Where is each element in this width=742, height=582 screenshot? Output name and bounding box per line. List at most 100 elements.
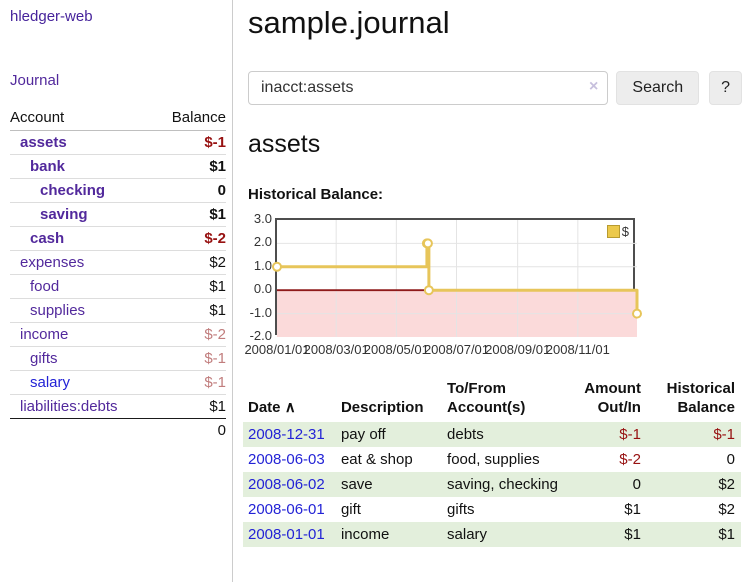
account-balance: $-1 <box>204 374 226 391</box>
account-link[interactable]: bank <box>30 158 66 175</box>
transaction-date-link[interactable]: 2008-06-02 <box>248 476 325 493</box>
account-row: gifts $-1 <box>10 346 226 371</box>
account-link[interactable]: checking <box>40 182 106 199</box>
sidebar: hledger-web Journal Account Balance asse… <box>0 0 233 582</box>
register-header-row: Date ∧ Description To/From Account(s) Am… <box>243 377 741 422</box>
chart-y-tick-label: 1.0 <box>253 257 272 273</box>
register-table: Date ∧ Description To/From Account(s) Am… <box>243 377 741 547</box>
transaction-date-link[interactable]: 2008-06-03 <box>248 451 325 468</box>
transaction-accounts: debts <box>447 426 484 443</box>
chart-y-tick-label: -2.0 <box>249 328 272 343</box>
account-row: liabilities:debts $1 <box>10 395 226 419</box>
transaction-description: eat & shop <box>340 451 413 468</box>
transaction-description: gift <box>340 501 361 518</box>
account-row: income $-2 <box>10 322 226 347</box>
data-point-marker <box>632 308 642 319</box>
account-heading: assets <box>248 130 321 158</box>
search-input[interactable] <box>248 71 609 105</box>
chart-x-tick-label: 2008/03/01 <box>303 342 369 357</box>
account-balance: $-2 <box>204 230 226 247</box>
page-title: sample.journal <box>248 5 450 40</box>
chart-x-tick-label: 2008/09/01 <box>485 342 551 357</box>
transaction-accounts: saving, checking <box>447 476 558 493</box>
account-balance: $1 <box>209 302 226 319</box>
transaction-description: pay off <box>340 426 386 443</box>
accounts-table: Account Balance assets $-1 bank $1 check… <box>10 106 226 442</box>
register-header-amount: Amount Out/In <box>584 380 641 416</box>
data-point-marker <box>422 238 433 249</box>
account-link[interactable]: assets <box>20 134 67 151</box>
account-balance: $1 <box>209 206 226 223</box>
accounts-total-row: 0 <box>10 418 226 442</box>
account-row: expenses $2 <box>10 250 226 275</box>
legend-label: $ <box>621 224 629 239</box>
account-link[interactable]: liabilities:debts <box>20 398 118 415</box>
account-row: food $1 <box>10 274 226 299</box>
transaction-balance: $2 <box>718 476 735 493</box>
search-help-button[interactable]: ? <box>709 71 742 105</box>
transaction-amount: 0 <box>632 476 641 493</box>
chart-canvas <box>272 220 642 337</box>
account-link[interactable]: expenses <box>20 254 85 271</box>
app-brand-link[interactable]: hledger-web <box>10 8 93 25</box>
account-balance: $2 <box>209 254 226 271</box>
chart-y-tick-label: 0.0 <box>253 281 272 297</box>
chart-x-tick-label: 2008/05/01 <box>363 342 429 357</box>
account-row: saving $1 <box>10 202 226 227</box>
chart-legend: $ <box>606 224 629 239</box>
account-link[interactable]: gifts <box>30 350 58 367</box>
account-balance: 0 <box>217 182 226 199</box>
chart-x-tick-label: 2008/01/01 <box>244 342 310 357</box>
balance-chart: $ 3.0 2.0 1.0 0.0 -1.0 -2.0 2008/01/01 2008/03/… <box>244 211 742 358</box>
transaction-balance: $-1 <box>713 426 735 443</box>
account-link[interactable]: income <box>20 326 69 343</box>
account-balance: $-1 <box>204 350 226 367</box>
register-header-balance: Historical Balance <box>666 380 735 416</box>
account-link[interactable]: salary <box>30 374 71 391</box>
accounts-header-balance: Balance <box>153 106 226 131</box>
data-point-marker <box>272 261 282 272</box>
account-link[interactable]: cash <box>30 230 65 247</box>
transaction-amount: $-2 <box>619 451 641 468</box>
register-header-date[interactable]: Date ∧ <box>248 399 296 416</box>
chart-y-tick-label: 2.0 <box>253 234 272 250</box>
legend-swatch-icon <box>606 225 620 238</box>
transaction-amount: $1 <box>624 501 641 518</box>
accounts-total-spacer <box>10 418 154 442</box>
chart-y-tick-label: -1.0 <box>249 304 272 320</box>
search-form: × Search ? <box>248 71 742 105</box>
clear-search-icon[interactable]: × <box>589 78 599 95</box>
transaction-row: 2008-01-01 income salary $1 $1 <box>243 522 741 547</box>
accounts-total-value: 0 <box>153 418 226 442</box>
chart-plot-area: $ <box>272 218 642 337</box>
account-balance: $-1 <box>204 134 226 151</box>
account-balance: $1 <box>209 398 226 415</box>
register-header-description: Description <box>340 399 424 416</box>
register-header-accounts: To/From Account(s) <box>447 380 526 416</box>
chart-y-tick-label: 3.0 <box>253 211 272 226</box>
sidebar-item-journal[interactable]: Journal <box>10 72 60 89</box>
account-balance: $-2 <box>204 326 226 343</box>
search-button[interactable]: Search <box>616 71 700 105</box>
transaction-date-link[interactable]: 2008-06-01 <box>248 501 325 518</box>
transaction-amount: $1 <box>624 526 641 543</box>
account-link[interactable]: supplies <box>30 302 86 319</box>
transaction-row: 2008-12-31 pay off debts $-1 $-1 <box>243 422 741 447</box>
transaction-balance: 0 <box>726 451 735 468</box>
transaction-date-link[interactable]: 2008-01-01 <box>248 526 325 543</box>
account-link[interactable]: saving <box>40 206 88 223</box>
account-row: bank $1 <box>10 154 226 179</box>
account-balance: $1 <box>209 158 226 175</box>
account-row: checking 0 <box>10 178 226 203</box>
transaction-balance: $2 <box>718 501 735 518</box>
transaction-row: 2008-06-02 save saving, checking 0 $2 <box>243 472 741 497</box>
transaction-balance: $1 <box>718 526 735 543</box>
transaction-amount: $-1 <box>619 426 641 443</box>
transaction-accounts: gifts <box>447 501 475 518</box>
account-balance: $1 <box>209 278 226 295</box>
account-link[interactable]: food <box>30 278 60 295</box>
chart-x-tick-label: 2008/11/01 <box>545 342 610 357</box>
chart-title: Historical Balance: <box>248 186 384 203</box>
account-row: cash $-2 <box>10 226 226 251</box>
transaction-date-link[interactable]: 2008-12-31 <box>248 426 325 443</box>
